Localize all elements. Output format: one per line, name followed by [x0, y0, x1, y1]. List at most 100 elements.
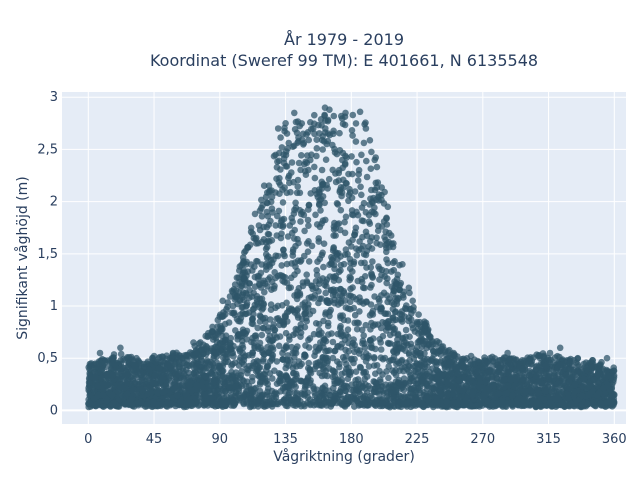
data-point — [474, 368, 482, 376]
data-point — [456, 377, 463, 384]
data-point — [143, 401, 150, 408]
data-point — [297, 166, 304, 174]
data-point — [241, 275, 248, 282]
data-point — [549, 385, 556, 392]
data-point — [259, 349, 266, 356]
data-point — [590, 376, 598, 383]
data-point — [250, 289, 257, 297]
data-point — [332, 170, 339, 177]
data-point — [87, 374, 94, 381]
data-point — [313, 145, 321, 152]
data-point — [381, 233, 388, 241]
data-point — [250, 358, 258, 366]
data-point — [552, 374, 559, 382]
data-point — [368, 245, 376, 252]
data-point — [291, 235, 298, 242]
data-point — [235, 345, 242, 353]
data-point — [111, 361, 119, 368]
data-point — [429, 341, 437, 348]
data-point — [305, 258, 313, 265]
data-point — [304, 152, 311, 159]
data-point — [216, 340, 224, 348]
data-point — [384, 259, 392, 267]
data-point — [255, 222, 263, 229]
data-point — [98, 366, 106, 373]
data-point — [375, 390, 383, 398]
data-point — [415, 330, 422, 337]
data-point — [241, 310, 249, 318]
data-point — [318, 295, 325, 303]
data-point — [336, 398, 343, 406]
data-point — [289, 252, 297, 259]
data-point — [310, 120, 318, 127]
data-point — [276, 321, 283, 329]
data-point — [591, 402, 599, 409]
data-point — [370, 362, 378, 369]
data-point — [349, 132, 356, 139]
data-point — [144, 390, 151, 398]
data-point — [313, 152, 320, 160]
data-point — [85, 384, 92, 392]
data-point — [363, 157, 370, 165]
data-point — [305, 136, 313, 144]
data-point — [290, 178, 297, 186]
data-point — [390, 240, 397, 247]
data-point — [118, 383, 126, 391]
data-point — [353, 158, 360, 166]
data-point — [311, 389, 318, 396]
data-point — [503, 389, 511, 397]
data-point — [383, 368, 390, 375]
data-point — [263, 199, 271, 206]
chart-title-line1: År 1979 - 2019 — [284, 30, 404, 49]
data-point — [375, 197, 383, 204]
data-point — [339, 312, 347, 319]
data-point — [344, 375, 352, 383]
data-point — [308, 282, 316, 290]
data-point — [419, 403, 427, 410]
data-point — [320, 240, 328, 247]
data-point — [352, 120, 360, 127]
data-point — [524, 360, 532, 368]
data-point — [322, 125, 329, 132]
data-point — [397, 344, 405, 352]
data-point — [280, 250, 287, 258]
data-point — [218, 313, 226, 321]
data-point — [571, 388, 578, 396]
data-point — [347, 274, 355, 282]
data-point — [100, 403, 107, 411]
data-point — [352, 138, 360, 145]
data-point — [430, 347, 437, 355]
data-point — [299, 301, 306, 308]
data-point — [295, 159, 303, 167]
data-point — [294, 183, 302, 190]
data-point — [157, 358, 164, 366]
data-point — [316, 280, 323, 288]
data-point — [273, 315, 281, 323]
data-point — [324, 357, 332, 365]
data-point — [311, 174, 319, 182]
data-point — [312, 360, 320, 367]
data-point — [325, 331, 332, 338]
data-point — [349, 268, 356, 275]
data-point — [294, 326, 302, 334]
data-point — [337, 322, 344, 330]
data-point — [390, 402, 398, 410]
data-point — [330, 226, 338, 233]
data-point — [244, 369, 251, 377]
data-point — [568, 400, 575, 408]
data-point — [290, 331, 297, 339]
data-point — [376, 367, 383, 375]
data-point — [273, 380, 281, 388]
data-point — [305, 222, 312, 229]
data-point — [348, 381, 355, 389]
data-point — [538, 368, 545, 375]
data-point — [367, 237, 374, 245]
data-point — [248, 377, 256, 385]
data-point — [345, 239, 353, 246]
chart-title-line2: Koordinat (Sweref 99 TM): E 401661, N 61… — [150, 51, 538, 70]
data-point — [231, 311, 238, 319]
data-point — [360, 139, 368, 147]
data-point — [347, 285, 354, 293]
data-point — [319, 146, 327, 153]
data-point — [374, 227, 382, 234]
